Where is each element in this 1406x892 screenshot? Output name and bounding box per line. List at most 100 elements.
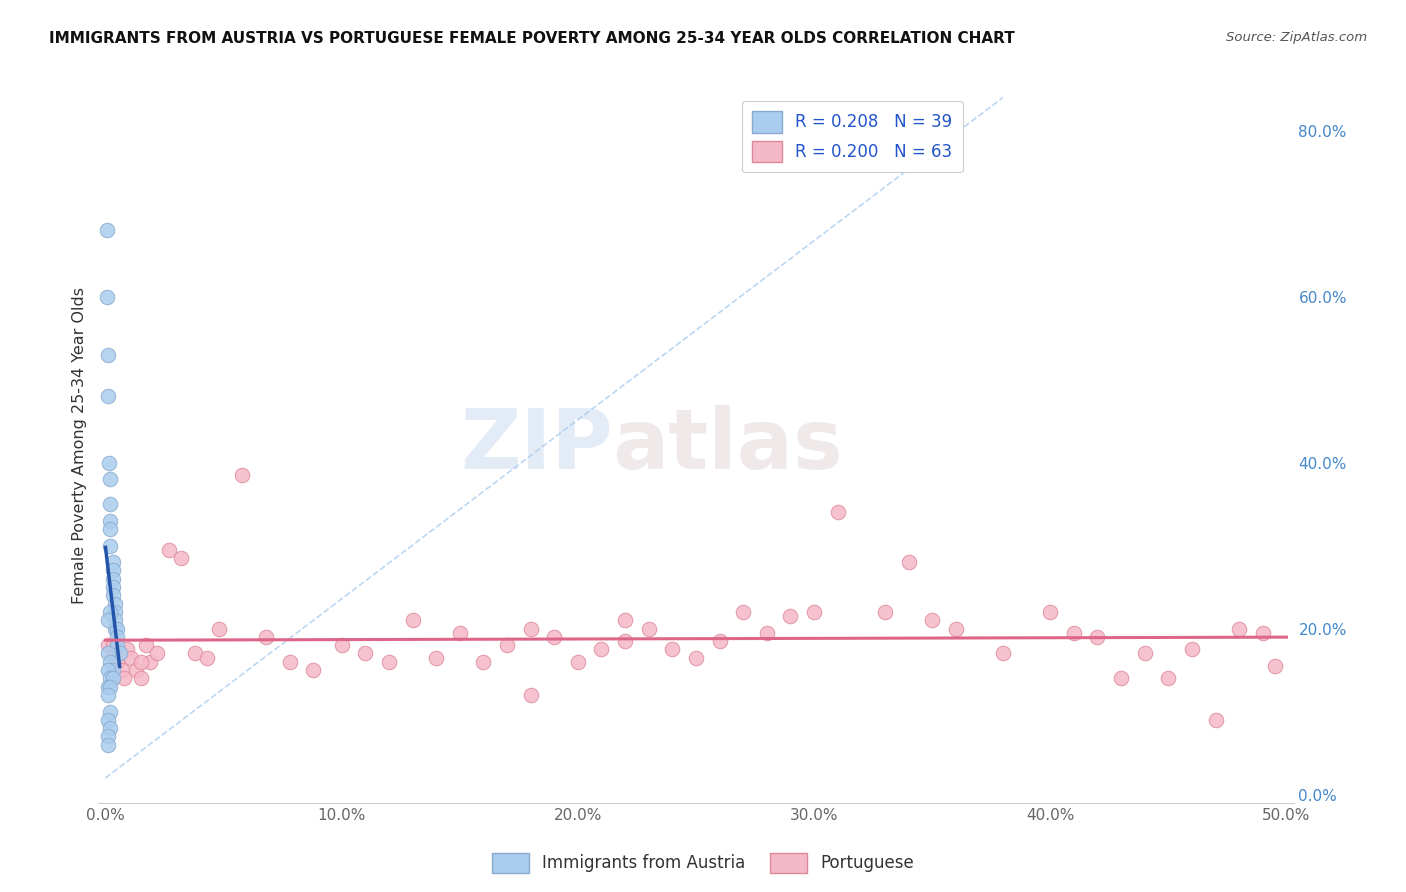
Point [97, 647, 120, 661]
Point [1133, 647, 1156, 661]
Point [105, 638, 128, 652]
Point [354, 647, 377, 661]
Point [543, 630, 565, 644]
Point [827, 505, 849, 519]
Point [496, 638, 519, 652]
Point [96, 223, 118, 237]
Point [108, 647, 131, 661]
Point [302, 663, 325, 677]
Point [733, 605, 755, 619]
Point [97, 389, 120, 403]
Text: IMMIGRANTS FROM AUSTRIA VS PORTUGUESE FEMALE POVERTY AMONG 25-34 YEAR OLDS CORRE: IMMIGRANTS FROM AUSTRIA VS PORTUGUESE FE… [49, 31, 1015, 46]
Point [97, 348, 120, 362]
Point [472, 655, 495, 669]
Point [97, 688, 120, 702]
Point [1157, 671, 1180, 685]
Point [1109, 671, 1132, 685]
Point [96, 290, 118, 304]
Point [709, 634, 731, 648]
Text: atlas: atlas [613, 406, 844, 486]
Point [1181, 642, 1204, 657]
Point [104, 597, 127, 611]
Point [519, 688, 541, 702]
Point [1063, 625, 1085, 640]
Point [121, 650, 143, 665]
Point [101, 572, 124, 586]
Point [97, 613, 120, 627]
Point [101, 638, 124, 652]
Point [97, 713, 120, 727]
Point [139, 655, 162, 669]
Point [98, 721, 121, 735]
Text: Source: ZipAtlas.com: Source: ZipAtlas.com [1226, 31, 1367, 45]
Point [567, 655, 589, 669]
Point [129, 671, 152, 685]
Point [97, 680, 120, 694]
Point [1251, 625, 1274, 640]
Legend: Immigrants from Austria, Portuguese: Immigrants from Austria, Portuguese [485, 847, 921, 880]
Point [101, 647, 124, 661]
Point [105, 630, 128, 644]
Point [614, 634, 637, 648]
Point [425, 650, 447, 665]
Point [661, 642, 683, 657]
Point [170, 551, 193, 566]
Point [98, 522, 121, 536]
Point [98, 456, 121, 470]
Point [779, 609, 801, 624]
Point [98, 472, 121, 486]
Point [98, 605, 121, 619]
Point [97, 663, 120, 677]
Point [685, 650, 707, 665]
Point [98, 680, 121, 694]
Point [101, 580, 124, 594]
Point [873, 605, 896, 619]
Point [991, 647, 1014, 661]
Point [101, 588, 124, 602]
Point [112, 671, 135, 685]
Point [101, 663, 124, 677]
Point [146, 647, 169, 661]
Point [125, 663, 148, 677]
Point [98, 655, 121, 669]
Point [1264, 659, 1286, 673]
Point [97, 638, 120, 652]
Point [98, 539, 121, 553]
Point [945, 622, 967, 636]
Point [1205, 713, 1227, 727]
Point [614, 613, 637, 627]
Point [378, 655, 401, 669]
Point [105, 622, 128, 636]
Point [97, 738, 120, 752]
Point [98, 514, 121, 528]
Text: ZIP: ZIP [460, 406, 613, 486]
Point [115, 642, 138, 657]
Point [98, 671, 121, 685]
Point [111, 663, 134, 677]
Point [104, 613, 127, 627]
Point [591, 642, 613, 657]
Point [897, 555, 920, 569]
Point [129, 655, 152, 669]
Point [97, 730, 120, 744]
Point [755, 625, 778, 640]
Point [231, 468, 253, 483]
Point [330, 638, 353, 652]
Point [101, 555, 124, 569]
Point [1087, 630, 1109, 644]
Point [1039, 605, 1062, 619]
Point [278, 655, 301, 669]
Legend: R = 0.208   N = 39, R = 0.200   N = 63: R = 0.208 N = 39, R = 0.200 N = 63 [742, 101, 963, 172]
Point [104, 605, 127, 619]
Point [803, 605, 825, 619]
Point [254, 630, 277, 644]
Point [98, 705, 121, 719]
Point [401, 613, 423, 627]
Point [157, 542, 180, 557]
Point [1227, 622, 1250, 636]
Point [98, 497, 121, 511]
Point [208, 622, 231, 636]
Point [105, 655, 128, 669]
Point [184, 647, 207, 661]
Point [449, 625, 471, 640]
